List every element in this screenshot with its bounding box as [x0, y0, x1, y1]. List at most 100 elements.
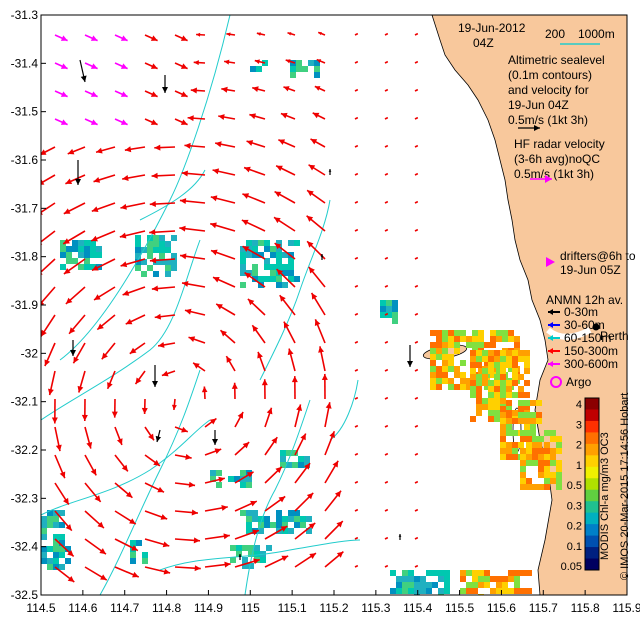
y-tick-label: -32.3: [11, 491, 39, 505]
chl-pixel: [484, 582, 490, 588]
chl-pixel: [502, 582, 508, 588]
chl-pixel: [304, 456, 310, 462]
arrowhead-icon: [59, 471, 66, 479]
arrowhead-icon: [161, 370, 169, 377]
chl-pixel: [135, 247, 141, 253]
chl-pixel: [53, 546, 59, 552]
chl-pixel: [442, 360, 448, 366]
chl-pixel: [454, 336, 460, 342]
arrowhead-icon: [223, 533, 230, 540]
chl-pixel: [536, 418, 542, 424]
arrowhead-icon: [356, 509, 358, 511]
arrowhead-icon: [157, 486, 165, 493]
arrowhead-icon: [65, 178, 73, 185]
chl-pixel: [248, 563, 254, 569]
chl-pixel: [526, 460, 532, 466]
drifter-arrow-icon: [546, 257, 555, 267]
chl-pixel: [60, 246, 66, 252]
chl-pixel: [500, 430, 506, 436]
arrowhead-icon: [306, 492, 314, 500]
chl-pixel: [442, 336, 448, 342]
chl-pixel: [392, 312, 398, 318]
chl-pixel: [494, 356, 500, 362]
arrowhead-icon: [278, 139, 286, 145]
chl-pixel: [380, 312, 386, 318]
chl-pixel: [141, 271, 147, 277]
chl-pixel: [288, 516, 294, 522]
arrowhead-icon: [386, 201, 388, 203]
arrowhead-icon: [416, 61, 418, 63]
arrowhead-icon: [336, 521, 343, 528]
chl-pixel: [258, 522, 264, 528]
chl-pixel: [556, 442, 562, 448]
arrowhead-icon: [314, 86, 321, 91]
chl-pixel: [442, 330, 448, 336]
arrowhead-icon: [356, 61, 358, 63]
chl-pixel: [494, 404, 500, 410]
arrowhead-icon: [218, 476, 225, 483]
arrowhead-icon: [356, 117, 358, 119]
chl-pixel: [512, 392, 518, 398]
x-tick-label: 115.8: [571, 601, 600, 615]
arrowhead-icon: [152, 381, 158, 387]
arrowhead-icon: [60, 35, 68, 41]
arrowhead-icon: [312, 112, 320, 119]
colorbar-segment: [585, 409, 599, 422]
chl-pixel: [482, 380, 488, 386]
drifter-text-line: drifters@6h to: [560, 249, 636, 263]
chl-pixel: [264, 240, 270, 246]
chl-pixel: [500, 380, 506, 386]
chl-pixel: [242, 545, 248, 551]
radar-arrowhead-icon: [545, 175, 552, 183]
arrowhead-icon: [213, 276, 220, 283]
arrowhead-icon: [386, 341, 388, 343]
chl-pixel: [444, 588, 450, 594]
arrowhead-icon: [67, 575, 75, 583]
arrowhead-icon: [96, 147, 103, 154]
y-tick-label: -31.6: [11, 153, 39, 167]
chl-pixel: [258, 252, 264, 258]
chl-pixel: [530, 400, 536, 406]
anmn-item-label: 150-300m: [564, 344, 618, 358]
arrowhead-icon: [209, 418, 217, 425]
arrowhead-icon: [181, 170, 188, 177]
chl-pixel: [159, 253, 165, 259]
arrowhead-icon: [150, 35, 158, 41]
chl-pixel: [41, 534, 47, 540]
y-tick-label: -32: [21, 346, 39, 360]
arrowhead-icon: [237, 412, 244, 419]
arrowhead-icon: [318, 346, 325, 353]
arrowhead-icon: [416, 89, 418, 91]
chl-pixel: [476, 380, 482, 386]
arrowhead-icon: [238, 554, 242, 557]
chl-pixel: [135, 259, 141, 265]
chl-pixel: [59, 522, 65, 528]
chl-pixel: [442, 366, 448, 372]
arrowhead-icon: [188, 336, 196, 343]
chl-pixel: [488, 380, 494, 386]
arrowhead-icon: [163, 568, 171, 575]
chl-pixel: [520, 454, 526, 460]
chl-pixel: [65, 558, 71, 564]
arrowhead-icon: [246, 140, 254, 146]
chl-pixel: [506, 448, 512, 454]
colorbar-segment: [585, 489, 599, 502]
chl-pixel: [482, 374, 488, 380]
chl-pixel: [512, 448, 518, 454]
arrowhead-icon: [149, 200, 156, 207]
chl-pixel: [246, 516, 252, 522]
chl-pixel: [482, 404, 488, 410]
arrowhead-icon: [274, 217, 281, 224]
chl-pixel: [470, 374, 476, 380]
arrowhead-icon: [212, 168, 220, 175]
chl-pixel: [538, 472, 544, 478]
chl-pixel: [524, 404, 530, 410]
chl-pixel: [264, 264, 270, 270]
chl-pixel: [248, 545, 254, 551]
arrowhead-icon: [416, 285, 418, 287]
chl-pixel: [90, 246, 96, 252]
arrowhead-icon: [253, 558, 260, 565]
credit-label: © IMOS 20-Mar-2015 17:14:56 Hobart: [619, 393, 631, 580]
chl-pixel: [270, 276, 276, 282]
